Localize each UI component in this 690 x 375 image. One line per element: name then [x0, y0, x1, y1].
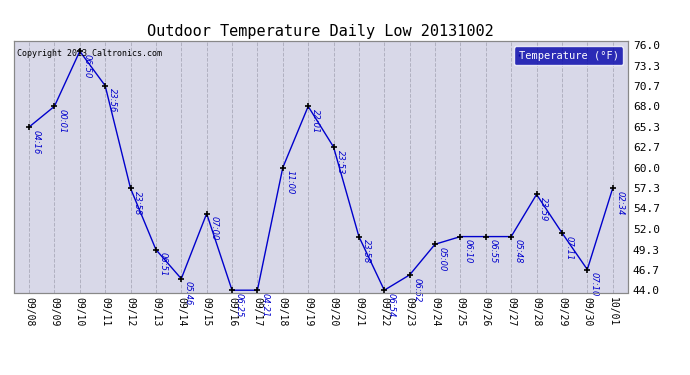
Text: 23:53: 23:53: [336, 150, 345, 174]
Legend: Temperature (°F): Temperature (°F): [514, 46, 622, 65]
Text: Copyright 2013 Caltronics.com: Copyright 2013 Caltronics.com: [17, 49, 162, 58]
Text: 23:58: 23:58: [362, 239, 371, 264]
Text: 06:51: 06:51: [159, 252, 168, 277]
Text: 06:55: 06:55: [489, 239, 497, 264]
Text: 06:50: 06:50: [83, 54, 92, 78]
Text: 23:58: 23:58: [133, 191, 142, 216]
Text: 06:25: 06:25: [235, 293, 244, 317]
Text: 23:56: 23:56: [108, 88, 117, 113]
Title: Outdoor Temperature Daily Low 20131002: Outdoor Temperature Daily Low 20131002: [148, 24, 494, 39]
Text: 05:00: 05:00: [438, 247, 447, 272]
Text: 07:11: 07:11: [564, 236, 573, 260]
Text: 06:10: 06:10: [463, 239, 472, 264]
Text: 05:48: 05:48: [514, 239, 523, 264]
Text: 06:54: 06:54: [387, 293, 396, 317]
Text: 00:01: 00:01: [57, 109, 66, 134]
Text: 06:52: 06:52: [413, 278, 422, 302]
Text: 07:00: 07:00: [210, 216, 219, 241]
Text: 02:34: 02:34: [615, 191, 624, 216]
Text: 11:00: 11:00: [286, 170, 295, 195]
Text: 07:10: 07:10: [590, 272, 599, 297]
Text: 04:16: 04:16: [32, 130, 41, 154]
Text: 23:59: 23:59: [540, 197, 549, 222]
Text: 22:01: 22:01: [311, 109, 320, 134]
Text: 04:21: 04:21: [260, 293, 269, 317]
Text: 05:46: 05:46: [184, 282, 193, 306]
